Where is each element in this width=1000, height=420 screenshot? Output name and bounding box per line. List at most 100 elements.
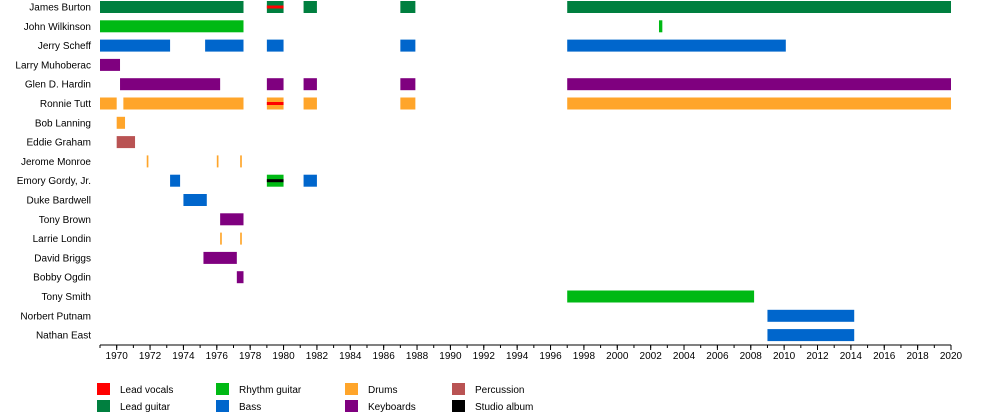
- secondary-role-stripe: [266, 102, 284, 105]
- legend-swatch: [345, 383, 358, 395]
- membership-bar: [567, 97, 951, 110]
- legend-swatch: [97, 383, 110, 395]
- secondary-role-stripe: [266, 5, 284, 9]
- membership-bar: [400, 1, 416, 13]
- tick-label: 2012: [806, 351, 829, 362]
- membership-bar: [303, 97, 317, 110]
- legend-label: Bass: [239, 402, 261, 413]
- membership-bar: [240, 232, 242, 245]
- membership-bar: [123, 97, 244, 110]
- member-name: James Burton: [29, 3, 91, 14]
- member-name: David Briggs: [34, 253, 91, 264]
- membership-bar: [183, 194, 207, 206]
- legend-label: Percussion: [475, 385, 524, 396]
- tick-label: 1970: [106, 351, 129, 362]
- legend-label: Rhythm guitar: [239, 385, 302, 396]
- membership-bar: [567, 290, 755, 303]
- member-name: Norbert Putnam: [20, 311, 91, 322]
- member-name: Nathan East: [36, 331, 91, 342]
- tick-label: 1988: [406, 351, 429, 362]
- legend-swatch: [97, 400, 110, 412]
- tick-label: 2008: [740, 351, 763, 362]
- legend-swatch: [216, 383, 229, 395]
- legend-swatch: [452, 400, 465, 412]
- tick-label: 1992: [473, 351, 496, 362]
- member-name: Tony Smith: [42, 292, 91, 303]
- membership-bar: [266, 39, 284, 52]
- legend-label: Lead vocals: [120, 385, 173, 396]
- member-name: Jerry Scheff: [38, 41, 91, 52]
- member-name: Tony Brown: [39, 215, 91, 226]
- member-name: Eddie Graham: [27, 138, 91, 149]
- tick-label: 1984: [339, 351, 362, 362]
- membership-bar: [220, 232, 222, 245]
- membership-bar: [120, 78, 221, 91]
- membership-bar: [220, 213, 244, 226]
- tick-label: 1994: [506, 351, 529, 362]
- tick-label: 1976: [206, 351, 229, 362]
- membership-bar: [100, 58, 121, 71]
- membership-bar: [100, 39, 171, 52]
- membership-bar: [100, 1, 244, 13]
- member-rows: James Burton John Wilkinson Jerry Scheff La…: [15, 3, 91, 342]
- tick-label: 2004: [673, 351, 696, 362]
- membership-bar: [203, 251, 237, 264]
- membership-bar: [116, 116, 126, 129]
- tick-label: 1990: [439, 351, 462, 362]
- x-axis: 1970 1972 1974 1976 1978 1980 1982 1984 1986 1988…: [99, 344, 963, 362]
- legend-swatch: [345, 400, 358, 412]
- legend-label: Lead guitar: [120, 402, 171, 413]
- membership-bar: [266, 78, 284, 91]
- tick-label: 2000: [606, 351, 629, 362]
- membership-bar: [767, 329, 855, 342]
- member-name: Emory Gordy, Jr.: [17, 176, 91, 187]
- membership-bar: [240, 155, 242, 168]
- tick-label: 2016: [873, 351, 896, 362]
- membership-bar: [116, 136, 136, 149]
- legend-swatch: [452, 383, 465, 395]
- membership-bar: [303, 174, 317, 187]
- tick-label: 1980: [272, 351, 295, 362]
- legend-swatch: [216, 400, 229, 412]
- membership-bar: [303, 1, 317, 13]
- tick-label: 1972: [139, 351, 162, 362]
- member-name: John Wilkinson: [24, 22, 91, 33]
- secondary-role-stripe: [266, 179, 284, 183]
- member-name: Glen D. Hardin: [25, 80, 91, 91]
- membership-bar: [567, 78, 951, 91]
- member-name: Jerome Monroe: [21, 157, 91, 168]
- membership-bar: [567, 39, 786, 52]
- tick-label: 1978: [239, 351, 262, 362]
- membership-bar: [170, 174, 181, 187]
- tick-label: 1982: [306, 351, 329, 362]
- membership-bar: [100, 20, 244, 33]
- member-name: Duke Bardwell: [27, 196, 91, 207]
- tick-label: 2020: [940, 351, 963, 362]
- member-name: Bob Lanning: [35, 118, 91, 129]
- membership-bars: [100, 1, 951, 342]
- membership-bar: [216, 155, 219, 168]
- member-name: Bobby Ogdin: [33, 273, 91, 284]
- membership-bar: [658, 20, 663, 33]
- membership-bar: [400, 78, 416, 91]
- tick-label: 1998: [573, 351, 596, 362]
- tick-label: 2018: [907, 351, 930, 362]
- membership-bar: [400, 97, 416, 110]
- membership-bar: [567, 1, 951, 13]
- tick-label: 2006: [706, 351, 729, 362]
- tick-label: 2002: [640, 351, 663, 362]
- legend-label: Studio album: [475, 402, 533, 413]
- member-name: Larry Muhoberac: [15, 60, 91, 71]
- tick-label: 1986: [373, 351, 396, 362]
- membership-bar: [767, 309, 855, 322]
- member-name: Ronnie Tutt: [40, 99, 91, 110]
- membership-bar: [303, 78, 317, 91]
- tick-label: 1996: [539, 351, 562, 362]
- membership-bar: [205, 39, 244, 52]
- tick-label: 1974: [172, 351, 195, 362]
- membership-bar: [146, 155, 149, 168]
- legend-label: Keyboards: [368, 402, 416, 413]
- legend-label: Drums: [368, 385, 397, 396]
- tick-label: 2014: [840, 351, 863, 362]
